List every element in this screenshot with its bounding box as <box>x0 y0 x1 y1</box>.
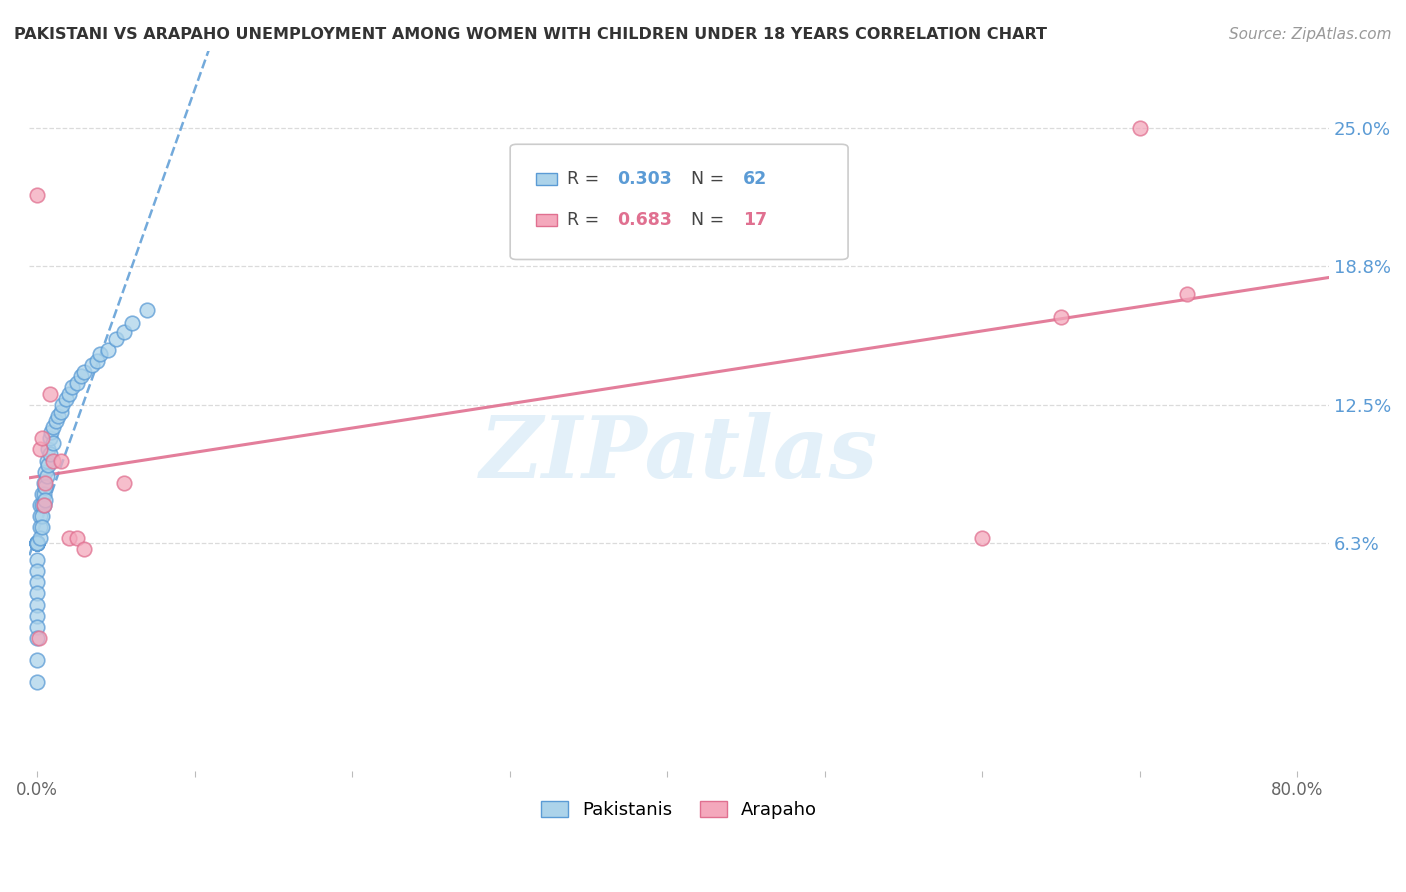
Point <box>49 405 72 419</box>
Text: Source: ZipAtlas.com: Source: ZipAtlas.com <box>1229 27 1392 42</box>
Text: 17: 17 <box>742 211 766 229</box>
Point <box>30 520 52 534</box>
Point <box>31 508 53 523</box>
Point <box>32 487 55 501</box>
Point <box>1175 287 1198 301</box>
Text: R =: R = <box>568 211 605 229</box>
Point <box>25 535 48 549</box>
Point <box>37 442 59 457</box>
Point <box>112 325 135 339</box>
Point <box>136 302 159 317</box>
Point <box>32 475 55 490</box>
Text: 0.683: 0.683 <box>617 211 672 229</box>
Point <box>34 465 56 479</box>
Point <box>25 564 48 578</box>
Point <box>25 608 48 623</box>
Point <box>25 553 48 567</box>
Bar <box>536 214 557 226</box>
Point <box>38 447 60 461</box>
Point <box>25 535 48 549</box>
Point <box>25 535 48 549</box>
Point <box>38 387 60 401</box>
Text: ZIPatlas: ZIPatlas <box>479 412 879 496</box>
Point <box>35 453 58 467</box>
Point <box>32 498 55 512</box>
Point <box>25 631 48 645</box>
Point <box>25 535 48 549</box>
Point <box>60 380 83 394</box>
Point <box>51 398 73 412</box>
Point <box>25 653 48 667</box>
Point <box>25 535 48 549</box>
Text: 62: 62 <box>742 169 768 188</box>
Text: PAKISTANI VS ARAPAHO UNEMPLOYMENT AMONG WOMEN WITH CHILDREN UNDER 18 YEARS CORRE: PAKISTANI VS ARAPAHO UNEMPLOYMENT AMONG … <box>14 27 1047 42</box>
Point <box>82 358 104 372</box>
Legend: Pakistanis, Arapaho: Pakistanis, Arapaho <box>534 794 824 827</box>
FancyBboxPatch shape <box>510 145 848 260</box>
Point <box>41 425 63 439</box>
Point <box>121 316 143 330</box>
Point <box>89 347 111 361</box>
Point <box>25 586 48 600</box>
Point <box>31 520 53 534</box>
Bar <box>536 173 557 185</box>
Point <box>25 535 48 549</box>
Point <box>34 493 56 508</box>
Point <box>972 531 994 545</box>
Point <box>30 498 52 512</box>
Point <box>31 498 53 512</box>
Point <box>31 431 53 445</box>
Point <box>25 675 48 690</box>
Point <box>25 535 48 549</box>
Point <box>42 420 65 434</box>
Point <box>38 431 60 445</box>
Point <box>42 435 65 450</box>
Point <box>42 453 65 467</box>
Point <box>35 469 58 483</box>
Point <box>97 343 120 357</box>
Point <box>49 453 72 467</box>
Point <box>34 480 56 494</box>
Point <box>45 414 67 428</box>
Point <box>25 575 48 590</box>
Point <box>30 508 52 523</box>
Point <box>25 535 48 549</box>
Point <box>37 458 59 472</box>
Point <box>25 598 48 612</box>
Point <box>25 535 48 549</box>
Point <box>32 498 55 512</box>
Point <box>65 376 87 390</box>
Text: N =: N = <box>690 169 730 188</box>
Point <box>55 392 77 406</box>
Point <box>31 487 53 501</box>
Point <box>104 332 127 346</box>
Point <box>73 365 96 379</box>
Point <box>1129 121 1152 136</box>
Point <box>65 531 87 545</box>
Point <box>1050 310 1073 324</box>
Point <box>30 442 52 457</box>
Point <box>58 387 80 401</box>
Point <box>25 620 48 634</box>
Point <box>73 542 96 557</box>
Point <box>112 475 135 490</box>
Point <box>25 535 48 549</box>
Point <box>46 409 69 424</box>
Point <box>25 187 48 202</box>
Point <box>34 475 56 490</box>
Point <box>30 531 52 545</box>
Text: R =: R = <box>568 169 605 188</box>
Point <box>70 369 93 384</box>
Text: 0.303: 0.303 <box>617 169 672 188</box>
Point <box>86 354 108 368</box>
Text: N =: N = <box>690 211 730 229</box>
Point <box>28 631 51 645</box>
Point <box>58 531 80 545</box>
